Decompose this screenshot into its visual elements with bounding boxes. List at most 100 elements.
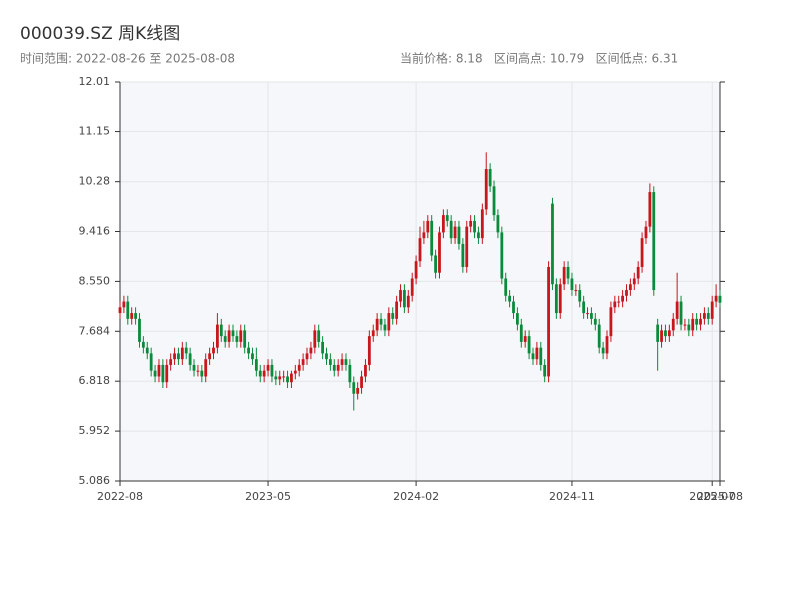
candle-body: [418, 238, 422, 262]
candle-body: [313, 330, 317, 348]
candle-body: [625, 290, 628, 296]
candle-body: [227, 330, 231, 342]
candle-body: [613, 301, 617, 308]
candle-body: [266, 364, 270, 371]
candle-body: [305, 353, 309, 360]
candle-body: [126, 301, 130, 319]
candle-body: [512, 301, 515, 314]
candle-body: [582, 301, 586, 314]
candle-body: [539, 347, 543, 365]
candle-body: [387, 313, 391, 331]
candle-body: [656, 324, 660, 342]
candle-body: [258, 370, 262, 377]
candle-body: [504, 278, 508, 296]
candle-body: [293, 370, 297, 374]
stats: 当前价格: 8.18 区间高点: 10.79 区间低点: 6.31: [400, 51, 678, 66]
chart-title: 000039.SZ 周K线图: [20, 24, 180, 44]
candle-body: [231, 330, 235, 337]
candle-body: [449, 220, 453, 239]
candle-body: [632, 278, 636, 285]
candle-body: [492, 186, 496, 216]
candle-body: [153, 370, 157, 377]
candle-body: [317, 330, 321, 342]
candle-body: [453, 226, 457, 239]
candle-body: [216, 324, 219, 348]
candle-body: [309, 347, 313, 354]
candle-body: [617, 301, 621, 303]
candle-body: [597, 324, 601, 348]
candle-body: [484, 169, 488, 210]
candle-body: [578, 290, 582, 302]
candle-body: [644, 226, 648, 239]
candle-body: [360, 376, 363, 388]
candle-body: [679, 301, 683, 325]
candle-body: [480, 209, 484, 239]
candle-body: [706, 313, 710, 319]
candle-body: [367, 336, 371, 365]
y-tick-label: 5.952: [79, 424, 111, 437]
candle-body: [130, 313, 134, 319]
candle-body: [426, 220, 430, 233]
candle-body: [605, 336, 609, 354]
candle-body: [473, 220, 476, 233]
candle-body: [488, 169, 492, 187]
candle-body: [621, 295, 624, 302]
candle-body: [714, 295, 718, 302]
candle-body: [336, 364, 340, 371]
candle-body: [391, 313, 395, 319]
candle-body: [465, 226, 469, 267]
y-tick-label: 8.550: [79, 274, 111, 287]
candle-body: [554, 284, 558, 314]
candle-body: [469, 220, 473, 227]
candle-body: [332, 364, 336, 371]
candle-body: [590, 313, 593, 319]
y-tick-label: 5.086: [79, 474, 111, 487]
candle-body: [340, 359, 344, 365]
candle-body: [593, 318, 597, 325]
candle-body: [278, 376, 282, 380]
candle-body: [180, 347, 184, 360]
candle-body: [371, 330, 375, 337]
candle-body: [683, 324, 687, 326]
candle-body: [586, 313, 589, 315]
x-tick-label: 2022-08: [97, 490, 143, 503]
candle-body: [671, 318, 675, 331]
candle-body: [551, 203, 554, 285]
candle-body: [422, 232, 426, 239]
candle-body: [165, 364, 169, 383]
candle-body: [223, 336, 227, 342]
candle-body: [200, 370, 204, 377]
candle-body: [628, 284, 632, 291]
candle-body: [414, 261, 418, 279]
candle-body: [477, 232, 480, 239]
candle-body: [562, 266, 566, 285]
candle-body: [570, 278, 574, 291]
candle-body: [718, 295, 722, 303]
candle-body: [406, 295, 410, 308]
candle-body: [212, 347, 215, 354]
candle-body: [648, 192, 652, 227]
candle-body: [141, 341, 145, 348]
candle-body: [134, 313, 137, 319]
candle-body: [145, 347, 149, 354]
candle-body: [325, 353, 328, 360]
candle-body: [703, 313, 706, 319]
candle-body: [516, 313, 519, 325]
candle-body: [328, 359, 332, 365]
candle-body: [675, 301, 679, 319]
candle-body: [523, 336, 527, 342]
candle-body: [321, 341, 324, 354]
candle-body: [496, 215, 500, 233]
candle-body: [660, 330, 663, 342]
x-tick-label: 2025-07: [689, 490, 735, 503]
candle-body: [375, 318, 379, 331]
x-tick-label: 2024-11: [549, 490, 595, 503]
candle-body: [535, 347, 539, 360]
candle-body: [699, 318, 702, 325]
candle-body: [219, 324, 223, 337]
candle-body: [527, 336, 531, 354]
candle-body: [636, 266, 640, 279]
candle-body: [664, 330, 667, 337]
candle-body: [574, 290, 578, 292]
